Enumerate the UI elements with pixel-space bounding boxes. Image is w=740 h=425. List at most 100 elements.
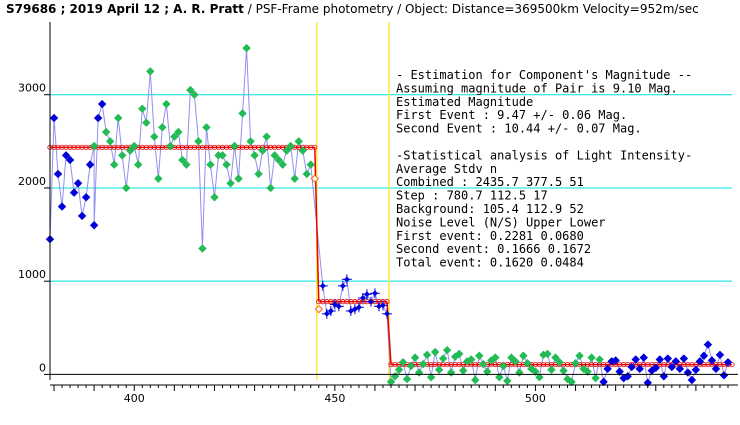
- green-point: [535, 372, 544, 382]
- header-star-date-observer: S79686 ; 2019 April 12 ; A. R. Pratt: [6, 2, 244, 16]
- green-point: [563, 374, 572, 384]
- step-point: [379, 302, 386, 309]
- green-point: [515, 368, 524, 377]
- axes: 400 450 500 0 1000 2000 3000: [18, 22, 738, 405]
- blue-point: [671, 357, 681, 366]
- green-point: [426, 372, 436, 382]
- model-transition-1: [314, 147, 320, 302]
- blue-point: [81, 193, 91, 202]
- blue-point: [61, 151, 71, 160]
- y-tick-label: 1000: [18, 268, 46, 281]
- blue-point: [53, 169, 63, 179]
- green-point: [282, 146, 291, 155]
- green-point: [270, 151, 279, 160]
- green-point: [298, 146, 307, 155]
- green-point: [126, 146, 135, 155]
- step-point: [327, 308, 334, 315]
- green-point: [109, 160, 119, 169]
- green-point: [254, 169, 263, 179]
- blue-point: [77, 211, 87, 221]
- step-point: [355, 304, 362, 311]
- panel-line: Average Stdv n: [396, 162, 497, 176]
- blue-point: [719, 371, 729, 380]
- green-point: [130, 141, 139, 151]
- panel-line: - Estimation for Component's Magnitude -…: [396, 68, 692, 82]
- green-point: [483, 367, 492, 376]
- step-point: [335, 303, 342, 310]
- green-point: [446, 368, 456, 377]
- header-method: / PSF-Frame photometry /: [243, 2, 405, 16]
- y-tick-label: 0: [39, 361, 46, 374]
- green-point: [430, 347, 440, 357]
- green-point: [101, 127, 111, 137]
- green-point: [523, 359, 532, 368]
- green-point: [302, 169, 311, 179]
- green-point: [410, 353, 420, 362]
- green-point: [394, 365, 404, 374]
- green-point: [442, 345, 452, 355]
- transition-point: [314, 304, 323, 314]
- blue-point: [89, 221, 99, 230]
- panel-line: Second event: 0.1666 0.1672: [396, 242, 591, 256]
- x-tick-label: 450: [324, 392, 345, 405]
- green-point: [178, 155, 187, 165]
- green-point: [170, 132, 179, 141]
- green-point: [242, 43, 251, 53]
- step-point: [371, 290, 378, 297]
- blue-point: [97, 99, 107, 109]
- green-point: [438, 354, 448, 363]
- chart-header: S79686 ; 2019 April 12 ; A. R. Pratt / P…: [6, 2, 699, 16]
- blue-point: [93, 113, 103, 123]
- green-point: [234, 174, 243, 183]
- blue-point: [627, 362, 636, 372]
- green-point: [186, 85, 195, 95]
- green-point: [294, 137, 303, 146]
- green-point: [543, 349, 552, 359]
- panel-line: Background: 105.4 112.9 52: [396, 202, 584, 216]
- green-point: [559, 366, 568, 375]
- green-point: [434, 365, 444, 374]
- green-point: [158, 123, 167, 132]
- green-point: [122, 183, 131, 193]
- green-point: [511, 357, 520, 366]
- green-point: [190, 90, 199, 99]
- panel-line: Estimated Magnitude: [396, 95, 533, 109]
- panel-line: Noise Level (N/S) Upper Lower: [396, 215, 606, 229]
- green-point: [390, 372, 400, 381]
- blue-point: [667, 362, 677, 372]
- green-point: [479, 359, 488, 369]
- green-point: [398, 358, 408, 367]
- green-point: [118, 151, 127, 160]
- x-tick-label: 500: [525, 392, 546, 405]
- blue-point: [73, 179, 83, 188]
- green-point: [503, 376, 512, 386]
- green-point: [454, 349, 464, 359]
- green-point: [266, 183, 275, 193]
- green-point: [583, 367, 592, 376]
- green-point: [475, 351, 484, 360]
- green-point: [507, 353, 516, 362]
- blue-point: [711, 364, 721, 374]
- blue-point: [57, 202, 67, 211]
- green-point: [406, 361, 416, 371]
- blue-point: [611, 356, 620, 365]
- blue-point: [703, 340, 713, 349]
- green-point: [579, 364, 588, 374]
- blue-point: [723, 358, 733, 367]
- blue-point: [631, 355, 640, 364]
- green-point: [206, 160, 215, 169]
- green-point: [166, 141, 175, 151]
- green-point: [182, 160, 191, 169]
- green-point: [246, 137, 255, 146]
- green-point: [274, 155, 283, 165]
- step-point: [363, 291, 370, 298]
- green-point: [527, 364, 536, 374]
- blue-point: [683, 368, 693, 377]
- green-point: [306, 160, 315, 169]
- green-point: [238, 109, 247, 118]
- green-point: [290, 174, 299, 183]
- green-point: [202, 123, 211, 132]
- green-point: [286, 141, 295, 151]
- green-point: [519, 351, 528, 360]
- step-point: [359, 294, 366, 301]
